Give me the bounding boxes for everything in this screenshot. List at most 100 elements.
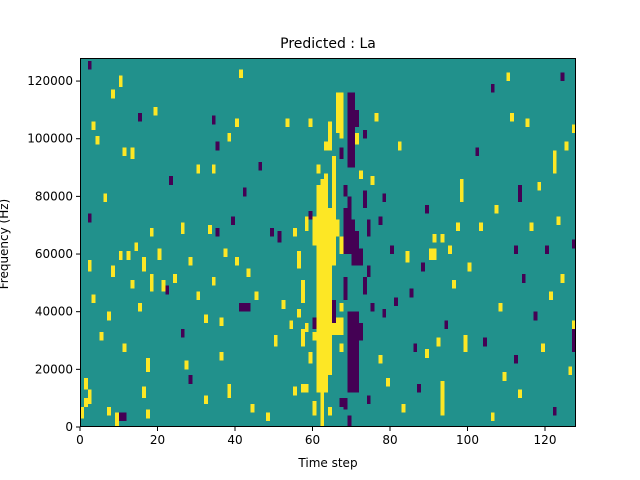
heatmap-cell [525,118,530,128]
y-tick-label: 0 [65,420,73,434]
x-tick-label: 40 [227,433,242,447]
heatmap-cell [308,210,313,220]
y-tick-label: 120000 [27,74,73,88]
heatmap-cell [424,349,429,358]
heatmap-cell [343,184,348,197]
heatmap-cell [355,230,360,266]
heatmap-cell [351,334,356,393]
heatmap-cell [324,173,329,393]
heatmap-cell [366,219,371,237]
heatmap-cell [238,303,251,312]
plot-area [80,58,577,427]
heatmap-cell [269,228,274,237]
heatmap-cell [80,406,84,419]
heatmap-cell [173,274,177,283]
heatmap-cell [188,256,193,266]
heatmap-cell [572,320,577,329]
heatmap-cell [320,179,325,427]
heatmap-cell [405,251,410,263]
heatmap-cell [355,109,360,128]
heatmap-cell [91,294,96,304]
heatmap-cell [258,161,263,171]
heatmap-cell [436,337,441,347]
heatmap-cell [316,164,321,174]
heatmap-cell [328,207,332,376]
heatmap-cell [304,323,309,332]
heatmap-cell [300,383,309,393]
heatmap-cell [235,118,239,128]
heatmap-cell [304,216,309,231]
heatmap-cell [142,256,146,272]
heatmap-cell [215,141,220,151]
x-tick-label: 80 [382,433,397,447]
heatmap-cell [312,331,317,341]
heatmap-cell [196,164,201,174]
heatmap-cell [339,147,344,159]
heatmap-cell [300,279,305,304]
y-tick-label: 60000 [35,247,73,261]
heatmap-cell [351,219,356,266]
heatmap-cell [219,352,224,361]
heatmap-cell [219,317,224,327]
x-tick-label: 120 [534,433,557,447]
heatmap-cell [324,141,329,151]
heatmap-cell [122,147,127,157]
heatmap-cell [514,245,518,255]
heatmap-cell [107,406,112,416]
heatmap-cell [572,124,577,133]
x-tick-label: 20 [150,433,165,447]
heatmap-cell [541,343,546,353]
heatmap-cell [355,132,360,145]
heatmap-cell [180,328,185,338]
heatmap-cell [293,228,298,237]
heatmap-cell [490,83,495,93]
heatmap-cell [231,216,236,226]
heatmap-cell [211,277,216,286]
chart-title: Predicted : La [280,36,376,52]
heatmap-cell [421,262,425,272]
x-tick-label: 60 [305,433,320,447]
heatmap-cell [343,207,348,255]
heatmap-cell [246,268,251,278]
heatmap-cell [343,398,348,410]
heatmap-cell [343,277,348,301]
heatmap-cell [366,265,371,278]
heatmap-cell [521,274,526,283]
heatmap-cell [370,303,375,312]
heatmap-cell [440,380,445,416]
heatmap-cell [359,248,363,266]
heatmap-cell [328,406,332,416]
heatmap-cell [118,412,127,422]
heatmap-cell [351,311,356,335]
heatmap-cell [204,314,208,324]
heatmap-cell [552,406,557,416]
heatmap-cell [359,323,363,341]
heatmap-cell [545,245,549,255]
heatmap-cell [312,317,317,329]
heatmap-cell [169,176,174,185]
heatmap-cell [312,216,317,246]
heatmap-cell [211,115,216,125]
heatmap-cells [80,60,577,427]
heatmap-cell [355,311,360,393]
heatmap-cell [393,297,398,306]
x-axis: 0 20 40 60 80 100 120 [76,427,556,447]
heatmap-cell [184,360,189,370]
x-tick-label: 100 [456,433,479,447]
heatmap-cell [238,69,243,79]
heatmap-cell [444,320,449,329]
heatmap-cell [118,75,123,87]
heatmap-cell [316,184,321,393]
heatmap-cell [111,265,115,278]
heatmap-cell [215,228,220,237]
heatmap-cell [297,251,301,269]
heatmap-cell [475,147,480,157]
heatmap-cell [370,176,375,185]
heatmap-cell [362,130,367,139]
heatmap-cell [382,308,387,318]
heatmap-cell [339,317,344,335]
heatmap-cell [331,156,336,266]
heatmap-cell [432,233,437,243]
heatmap-cell [428,248,437,260]
heatmap-cell [145,357,150,373]
